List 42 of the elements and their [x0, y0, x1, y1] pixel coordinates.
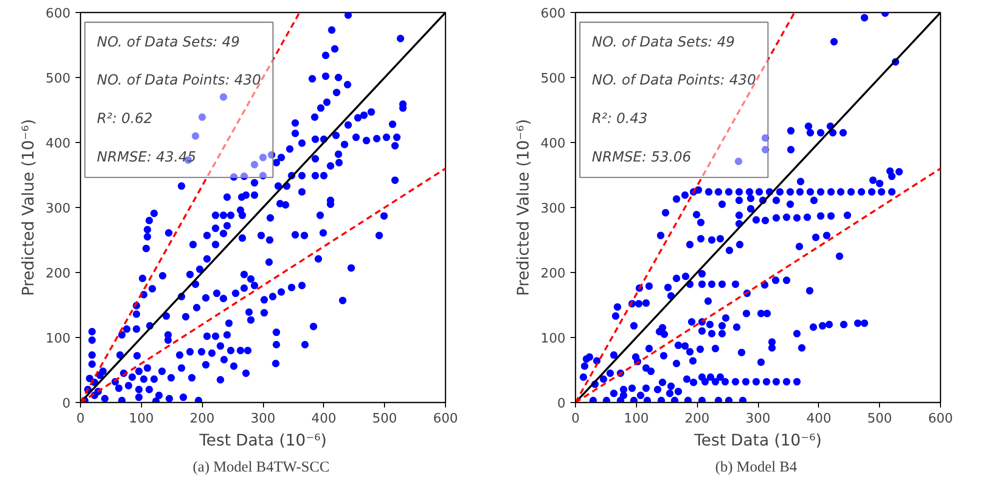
- y-tick-label: 200: [46, 266, 71, 282]
- annotation: NO. of Data Points: 430: [96, 72, 262, 89]
- y-axis-title: Predicted Value (10⁻⁶): [514, 119, 533, 296]
- y-tick-label: 600: [540, 6, 566, 22]
- y-tick-label: 0: [557, 396, 566, 412]
- annotation: NO. of Data Sets: 49: [96, 34, 240, 50]
- text: (b) Model B4: [715, 460, 798, 476]
- x-tick-label: 300: [250, 412, 276, 426]
- x-tick-label: 400: [311, 412, 336, 426]
- y-tick-label: 200: [540, 266, 566, 282]
- x-tick-label: 300: [746, 412, 770, 426]
- annotation: NO. of Data Points: 430: [592, 72, 756, 89]
- y-tick-label: 500: [46, 72, 71, 86]
- annotation: NO. of Data Sets: 49: [592, 34, 735, 50]
- annotation: NRMSE: 53.06: [592, 149, 692, 166]
- x-tick-label: 0: [76, 412, 85, 426]
- y-tick-label: 300: [540, 202, 566, 216]
- x-tick-label: 200: [684, 412, 710, 426]
- y-tick-label: 100: [540, 332, 566, 346]
- x-tick-label: 500: [372, 412, 398, 426]
- x-tick-label: 500: [867, 412, 892, 426]
- x-tick-label: 600: [433, 412, 458, 426]
- x-tick-label: 200: [190, 412, 215, 426]
- x-tick-label: 600: [928, 412, 953, 426]
- y-tick-label: 400: [540, 136, 566, 152]
- y-axis-title: Predicted Value (10⁻⁶): [18, 119, 38, 296]
- y-tick-label: 0: [62, 396, 71, 412]
- x-tick-label: 100: [624, 412, 649, 426]
- x-axis-title: Test Data (10⁻⁶): [198, 430, 327, 450]
- y-tick-label: 500: [540, 72, 566, 86]
- text: (a) Model B4TW-SCC: [192, 460, 330, 476]
- x-tick-label: 400: [806, 412, 832, 426]
- annotation: NRMSE: 43.45: [96, 149, 196, 166]
- y-tick-label: 300: [46, 202, 71, 216]
- y-tick-label: 600: [46, 6, 71, 22]
- x-tick-label: 0: [571, 412, 580, 426]
- annotation: R²: 0.62: [96, 111, 153, 128]
- x-tick-label: 100: [128, 412, 154, 426]
- x-axis-title: Test Data (10⁻⁶): [693, 430, 822, 450]
- annotation: R²: 0.43: [592, 111, 648, 128]
- y-tick-label: 400: [46, 136, 71, 152]
- y-tick-label: 100: [46, 332, 71, 346]
